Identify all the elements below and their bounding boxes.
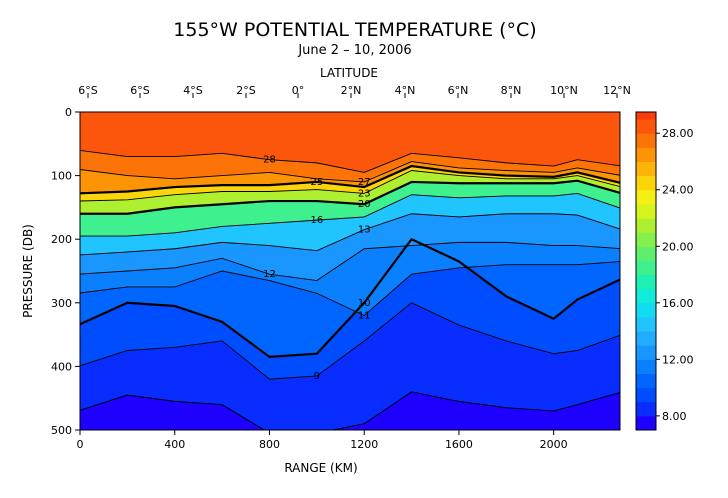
top-tick-label: 8°N	[501, 84, 522, 97]
top-axis: 6°S 6°S 4°S 2°S 0° 2°N 4°N 6°N 8°N 10°N 12°N	[78, 84, 631, 98]
colorbar-segment	[636, 373, 656, 389]
contour-label: 9	[314, 371, 320, 382]
colorbar-segment	[636, 218, 656, 233]
colorbar-segment	[636, 133, 656, 148]
isotherm-11	[80, 261, 620, 317]
colorbar-segment	[636, 203, 656, 219]
colorbar-tick-label: 24.00	[662, 184, 694, 197]
y-tick-label: 400	[51, 360, 72, 373]
band-above-28	[80, 112, 620, 173]
top-tick-label: 6°S	[130, 84, 149, 97]
top-tick-label: 4°S	[183, 84, 202, 97]
top-tick-label: 6°N	[448, 84, 469, 97]
contour-label: 20	[358, 199, 371, 210]
x-tick-label: 1600	[445, 438, 473, 451]
x-axis: 0 400 800 1200 1600 2000	[77, 430, 568, 451]
colorbar-tick-label: 20.00	[662, 240, 694, 253]
top-tick-label: 6°S	[78, 84, 97, 97]
colorbar-frame	[635, 111, 657, 431]
colorbar-segment	[636, 345, 656, 360]
isotherm-12	[80, 241, 620, 282]
x-tick-label: 400	[164, 438, 185, 451]
isotherm-25	[80, 164, 620, 195]
isotherm-lines	[80, 149, 620, 430]
colorbar-tick-label: 8.00	[662, 410, 687, 423]
colorbar-segment	[636, 274, 656, 290]
top-axis-label: LATITUDE	[320, 66, 378, 80]
x-tick-label: 2000	[540, 438, 568, 451]
colorbar-segment	[636, 331, 656, 346]
x-tick-label: 800	[259, 438, 280, 451]
isotherm-9	[80, 302, 620, 380]
isotherm-28	[80, 149, 620, 173]
y-tick-label: 500	[51, 424, 72, 437]
colorbar-segment	[636, 175, 656, 191]
contour-label: 27	[358, 177, 371, 188]
top-tick-label: 2°N	[341, 84, 362, 97]
colorbar-segment	[636, 260, 656, 276]
isotherm-23	[80, 170, 620, 202]
colorbar-segment	[636, 359, 656, 374]
colorbar-segment	[636, 316, 656, 332]
plot-frame	[79, 111, 621, 431]
isotherm-10	[80, 237, 620, 358]
top-tick-label: 10°N	[550, 84, 578, 97]
contour-label: 13	[358, 225, 371, 236]
colorbar-segment	[636, 288, 656, 304]
colorbar-segment	[636, 387, 656, 403]
contour-label: 11	[358, 311, 371, 322]
y-tick-label: 100	[51, 170, 72, 183]
contour-label: 16	[310, 215, 323, 226]
contour-label: 23	[358, 188, 371, 199]
colorbar-segment	[636, 246, 656, 261]
colorbar-segment	[636, 112, 656, 120]
isotherm-20	[80, 179, 620, 215]
colorbar-segment	[636, 415, 656, 431]
colorbar-segment	[636, 161, 656, 177]
colorbar-segment	[636, 119, 656, 134]
x-tick-label: 0	[77, 438, 84, 451]
x-axis-label: RANGE (KM)	[284, 461, 357, 475]
colorbar-segment	[636, 302, 656, 318]
y-tick-label: 200	[51, 233, 72, 246]
y-tick-label: 300	[51, 297, 72, 310]
isotherm-27	[80, 161, 620, 183]
y-tick-label: 0	[65, 106, 72, 119]
x-tick-label: 1200	[350, 438, 378, 451]
contour-label: 12	[263, 269, 276, 280]
y-axis-label: PRESSURE (DB)	[21, 224, 35, 318]
top-tick-label: 12°N	[603, 84, 631, 97]
top-tick-label: 2°S	[236, 84, 255, 97]
isotherm-8	[80, 391, 620, 430]
chart-subtitle: June 2 – 10, 2006	[297, 43, 411, 58]
isotherm-13	[80, 213, 620, 256]
colorbar-segment	[636, 401, 656, 417]
colorbar-tick-label: 28.00	[662, 127, 694, 140]
contour-label: 28	[263, 155, 276, 166]
chart-title: 155°W POTENTIAL TEMPERATURE (°C)	[173, 19, 536, 41]
colorbar-segment	[636, 232, 656, 247]
y-axis: 0 100 200 300 400 500	[51, 106, 80, 437]
colorbar-segment	[636, 189, 656, 205]
contour-label: 10	[358, 298, 371, 309]
isotherm-16	[80, 192, 620, 237]
top-tick-label: 4°N	[395, 84, 416, 97]
top-tick-label: 0°	[292, 84, 305, 97]
colorbar-segment	[636, 147, 656, 162]
colorbar-tick-label: 16.00	[662, 297, 694, 310]
colorbar-tick-label: 12.00	[662, 353, 694, 366]
colorbar: 8.00 12.00 16.00 20.00 24.00 28.00	[635, 111, 694, 431]
contour-label: 25	[310, 177, 323, 188]
filled-contour-bands	[80, 112, 620, 430]
